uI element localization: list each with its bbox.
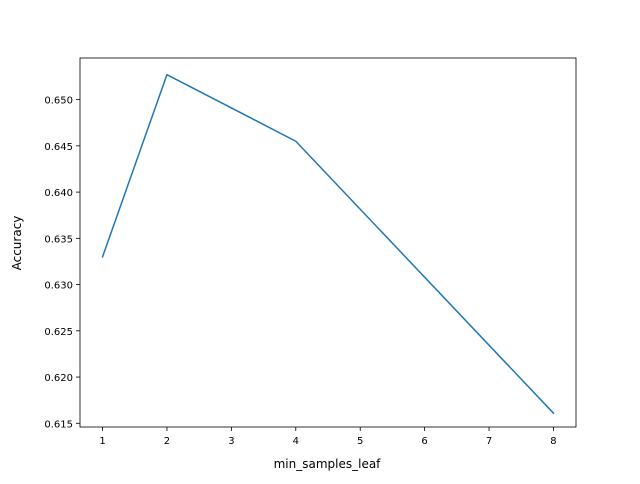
x-tick-label: 8 xyxy=(550,436,556,447)
y-tick-label: 0.625 xyxy=(44,327,73,338)
axes: 1 2 3 4 5 6 7 8 0.615 0.620 0.625 0.630 0.635 0.640 0.… xyxy=(44,57,577,447)
x-axis-label: min_samples_leaf xyxy=(274,457,382,471)
x-tick-label: 1 xyxy=(99,436,105,447)
x-tick-label: 5 xyxy=(357,436,363,447)
x-tick-label: 7 xyxy=(486,436,492,447)
axes-frame xyxy=(79,57,577,428)
y-tick-label: 0.620 xyxy=(44,373,73,384)
x-tick-label: 3 xyxy=(228,436,234,447)
y-tick-label: 0.630 xyxy=(44,281,73,292)
y-tick-label: 0.640 xyxy=(44,188,73,199)
x-tick-label: 4 xyxy=(293,436,299,447)
y-tick-label: 0.615 xyxy=(44,419,73,430)
x-tick-label: 2 xyxy=(164,436,170,447)
y-axis-label: Accuracy xyxy=(10,216,24,271)
y-tick-label: 0.645 xyxy=(44,142,73,153)
plot-area xyxy=(101,73,555,415)
series-line-0 xyxy=(101,73,555,415)
y-tick-label: 0.635 xyxy=(44,234,73,245)
y-tick-label: 0.650 xyxy=(44,96,73,107)
x-tick-label: 6 xyxy=(421,436,427,447)
